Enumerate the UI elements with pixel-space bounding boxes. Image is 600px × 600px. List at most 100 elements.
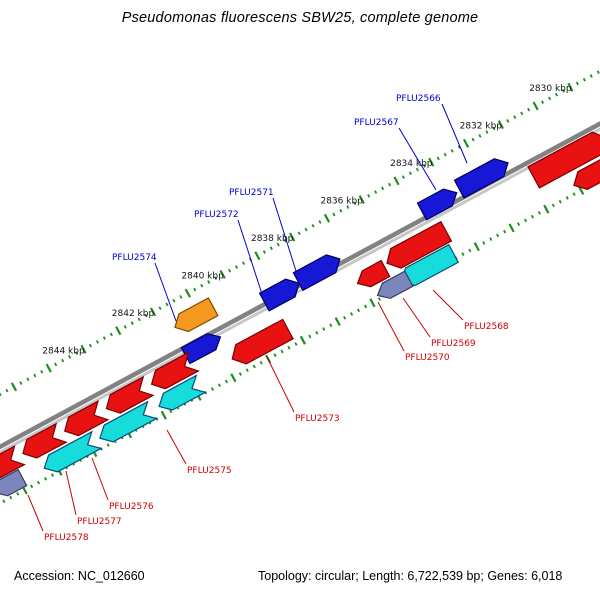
gene-label-leader [154,262,177,322]
gene-label-leader [266,356,295,413]
gene-arrow-reverse[interactable] [0,468,28,497]
ruler-minor-tick [551,203,555,208]
gene-label[interactable]: PFLU2567 [354,118,399,128]
ruler-minor-tick [165,302,169,307]
ruler-minor-tick [443,152,447,157]
ruler-minor-tick [210,387,214,391]
gene-label[interactable]: PFLU2574 [112,253,157,263]
ruler-minor-tick [245,368,249,373]
ruler-minor-tick [575,81,579,86]
ruler-minor-tick [40,369,44,374]
ruler-minor-tick [200,283,204,288]
gene-label[interactable]: PFLU2576 [109,502,154,512]
gene-arrow-forward[interactable] [258,278,300,312]
gene-label[interactable]: PFLU2566 [396,94,441,104]
ruler-minor-tick [318,220,322,224]
gene-arrow-reverse[interactable] [0,445,26,484]
gene-label-leader [398,127,437,191]
ruler-minor-tick [315,330,319,335]
ruler-minor-tick [582,77,586,82]
ruler-minor-tick [294,342,298,346]
ruler-minor-tick [436,156,440,161]
ruler-kbp-label: 2842 kbp [112,309,155,319]
ruler-minor-tick [346,205,350,209]
gene-label[interactable]: PFLU2571 [229,188,274,198]
ruler-minor-tick [19,381,23,385]
gene-arrow-forward[interactable] [416,188,458,221]
ruler-major-tick [115,326,122,336]
ruler-minor-tick [262,250,266,254]
ruler-minor-tick [137,317,141,322]
ruler-minor-tick [37,480,41,485]
gene-arrow-reverse[interactable] [231,318,294,365]
ruler-major-tick [289,232,296,242]
ruler-major-tick [10,382,18,392]
ruler-major-tick [160,410,167,420]
ruler-minor-tick [95,340,99,344]
ruler-major-tick [462,138,470,148]
gene-arrow-reverse[interactable] [386,220,453,269]
gene-label-leader [237,219,263,295]
gene-arrow-reverse[interactable] [356,259,391,288]
gene-arrow-reverse[interactable] [376,270,414,299]
ruler-minor-tick [238,372,242,376]
ruler-minor-tick [558,199,562,204]
ruler-minor-tick [179,295,183,299]
gene-arrow-reverse[interactable] [573,158,600,190]
gene-arrow-forward[interactable] [453,158,509,199]
gene-label[interactable]: PFLU2569 [431,339,476,349]
ruler-minor-tick [496,233,500,238]
ruler-minor-tick [109,332,113,337]
ruler-minor-tick [561,89,565,93]
gene-arrow-reverse[interactable] [174,297,219,333]
ruler-minor-tick [61,358,65,363]
gene-arrow-forward[interactable] [527,131,600,189]
gene-label[interactable]: PFLU2568 [464,322,509,332]
ruler-minor-tick [44,476,48,481]
gene-arrow-reverse[interactable] [99,400,159,443]
gene-label[interactable]: PFLU2573 [295,414,340,424]
ruler-minor-tick [304,227,308,232]
ruler-major-tick [532,101,539,111]
ruler-minor-tick [16,491,20,496]
gene-arrow-reverse[interactable] [150,351,200,390]
ruler-minor-tick [50,473,55,477]
gene-label[interactable]: PFLU2577 [77,517,122,527]
gene-arrow-reverse[interactable] [43,430,103,473]
ruler-minor-tick [450,149,454,153]
genome-summary-text: Topology: circular; Length: 6,722,539 bp… [258,569,563,583]
ruler-kbp-label: 2832 kbp [460,122,503,132]
ruler-minor-tick [106,443,110,447]
gene-arrow-reverse[interactable] [158,374,207,411]
gene-arrow-forward[interactable] [292,254,341,292]
ruler-minor-tick [123,325,127,329]
ruler-minor-tick [88,343,92,348]
gene-label[interactable]: PFLU2578 [44,533,89,543]
gene-label[interactable]: PFLU2575 [187,466,232,476]
ruler-major-tick [567,82,574,92]
ruler-minor-tick [130,321,134,326]
ruler-minor-tick [478,134,482,138]
ruler-minor-tick [408,171,412,176]
gene-arrow-reverse[interactable] [63,400,110,437]
ruler-minor-tick [527,107,531,112]
ruler-kbp-label: 2834 kbp [390,159,433,169]
ruler-minor-tick [332,212,336,217]
ruler-minor-tick [339,208,343,213]
ruler-minor-tick [388,182,392,187]
ruler-minor-tick [572,192,576,197]
gene-arrow-reverse[interactable] [105,375,155,414]
ruler-major-tick [80,344,87,354]
ruler-minor-tick [228,268,232,273]
gene-label[interactable]: PFLU2570 [405,353,450,363]
gene-label[interactable]: PFLU2572 [194,210,239,220]
ruler-major-tick [45,363,52,373]
ruler-minor-tick [364,304,368,309]
ruler-minor-tick [252,364,256,369]
gene-label-leader [27,494,44,532]
gene-arrow-forward[interactable] [180,333,222,365]
ruler-minor-tick [482,241,486,245]
ruler-minor-tick [193,287,197,292]
gene-arrow-reverse[interactable] [22,422,68,459]
